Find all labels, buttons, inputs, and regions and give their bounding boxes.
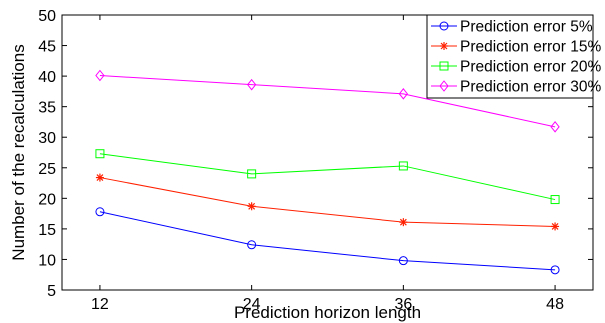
x-axis-ticks: 12 24 36 48 (91, 15, 564, 313)
data-point (95, 207, 105, 217)
y-tick-label: 40 (38, 69, 56, 86)
legend-label: Prediction error 30% (460, 79, 602, 96)
y-tick-label: 30 (38, 130, 56, 147)
x-tick-label: 12 (91, 296, 109, 313)
plot-area (61, 14, 594, 291)
legend-marker (440, 42, 448, 50)
y-tick-label: 25 (38, 161, 56, 178)
series-line (99, 177, 556, 227)
data-point (247, 78, 257, 91)
legend-entry: Prediction error 5% (431, 19, 593, 36)
data-point (247, 169, 257, 179)
legend-label: Prediction error 20% (460, 59, 602, 76)
data-point (398, 88, 408, 100)
legend-marker (439, 21, 449, 31)
series-line (99, 211, 556, 271)
legend-entry: Prediction error 15% (431, 39, 602, 56)
x-tick-label: 36 (394, 296, 412, 313)
series-3 (95, 149, 560, 205)
x-axis-title: Prediction horizon length (234, 303, 421, 322)
series-1 (95, 207, 560, 275)
data-point (399, 218, 408, 227)
y-tick-label: 15 (38, 222, 56, 239)
y-tick-label: 45 (38, 39, 56, 56)
legend-label: Prediction error 5% (460, 19, 593, 36)
legend-label: Prediction error 15% (460, 39, 602, 56)
series-line (99, 153, 556, 201)
data-point (550, 121, 560, 133)
data-point (398, 256, 408, 266)
data-point (551, 222, 560, 231)
y-tick-label: 10 (38, 252, 56, 269)
data-point (398, 161, 408, 171)
y-tick-label: 35 (38, 100, 56, 117)
series-4 (95, 69, 560, 133)
x-tick-label: 24 (243, 296, 261, 313)
data-point (247, 240, 257, 250)
y-tick-label: 50 (38, 8, 56, 25)
series-layer (95, 69, 560, 275)
series-2 (95, 173, 560, 231)
data-point (95, 149, 105, 159)
legend-entry: Prediction error 30% (431, 79, 602, 96)
y-tick-label: 5 (47, 283, 56, 300)
legend-entry: Prediction error 20% (431, 59, 602, 76)
x-tick-label: 48 (546, 296, 564, 313)
data-point (550, 195, 560, 205)
y-axis-title: Number of the recalculations (9, 44, 28, 260)
legend: Prediction error 5% Prediction error 15% P… (426, 14, 602, 99)
series-line (99, 75, 556, 128)
data-point (95, 173, 104, 182)
legend-marker (439, 61, 449, 71)
y-tick-label: 20 (38, 191, 56, 208)
data-point (95, 69, 105, 82)
y-axis-ticks: 5 10 15 20 25 30 35 40 45 50 (38, 8, 593, 300)
data-point (247, 202, 256, 211)
legend-marker (439, 80, 449, 92)
axes-frame (61, 14, 594, 291)
data-point (550, 265, 560, 275)
legend-box (426, 14, 594, 99)
